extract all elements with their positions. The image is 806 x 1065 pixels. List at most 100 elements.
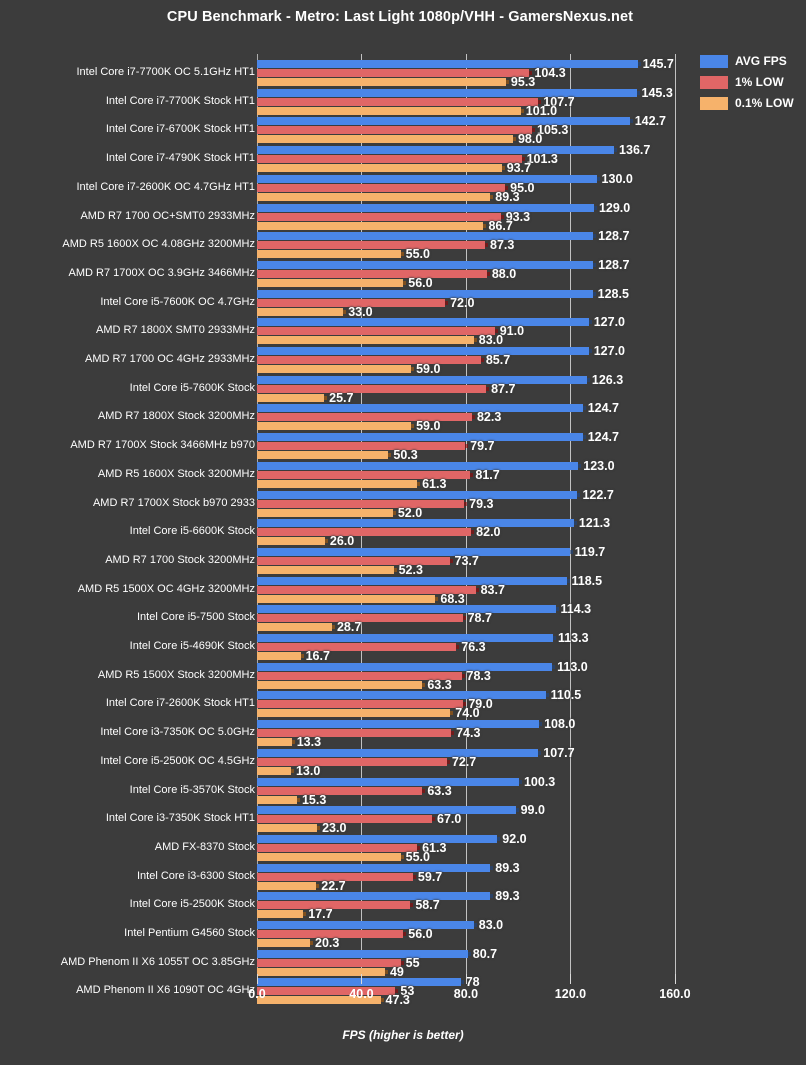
category-label: AMD R5 1600X Stock 3200MHz xyxy=(97,467,255,480)
value-label-avg: 119.7 xyxy=(574,544,606,559)
bar-low01 xyxy=(257,135,516,144)
value-label-low1: 105.3 xyxy=(537,123,569,138)
chart-row: Intel Core i5-7600K Stock 126.3 87.7 25.7 xyxy=(0,373,806,405)
bar-end-marker-icon xyxy=(384,969,388,974)
bar-end-marker-icon xyxy=(545,693,549,698)
bar-end-marker-icon xyxy=(422,682,426,687)
value-label-avg: 127.0 xyxy=(593,344,625,358)
category-label: AMD R7 1700X Stock 3466MHz b970 xyxy=(70,439,255,452)
bar-avg xyxy=(257,978,464,987)
bar-end-marker-icon xyxy=(303,912,307,917)
bar-low1 xyxy=(257,987,399,996)
bar-low1 xyxy=(257,442,469,451)
bar-low01 xyxy=(257,824,321,833)
chart-row: Intel Core i3-6300 Stock 89.3 59.7 22.7 xyxy=(0,861,806,893)
value-label-low01: 33.0 xyxy=(348,304,373,319)
bar-end-marker-icon xyxy=(388,453,392,458)
value-label-low1: 72.7 xyxy=(451,754,477,769)
value-label-avg: 145.3 xyxy=(641,85,673,100)
bar-end-marker-icon xyxy=(593,205,597,210)
bar-end-marker-icon xyxy=(324,395,328,400)
bar-low01 xyxy=(257,537,328,546)
legend-item[interactable]: 0.1% LOW xyxy=(700,96,794,110)
category-label: Intel Core i5-6600K Stock xyxy=(129,525,255,538)
bar-avg xyxy=(257,863,494,872)
bar-avg xyxy=(257,117,633,126)
bar-low01 xyxy=(257,336,477,345)
bar-low01 xyxy=(257,278,407,287)
value-label-low01: 59.0 xyxy=(416,362,441,376)
bar-end-marker-icon xyxy=(490,194,494,199)
value-label-low01: 52.0 xyxy=(397,505,423,520)
bar-end-marker-icon xyxy=(471,415,475,420)
chart-row: AMD R7 1700X Stock 3466MHz b970 124.7 79.7… xyxy=(0,430,806,462)
bar-end-marker-icon xyxy=(435,596,439,601)
value-label-low01: 95.3 xyxy=(510,75,536,89)
bar-low1 xyxy=(257,413,475,422)
bar-avg xyxy=(257,576,570,585)
bar-end-marker-icon xyxy=(324,539,328,544)
value-label-avg: 124.7 xyxy=(587,401,619,416)
value-label-low01: 86.7 xyxy=(488,218,513,233)
bar-end-marker-icon xyxy=(555,607,559,612)
bar-low01 xyxy=(257,78,509,86)
category-label: Intel Pentium G4560 Stock xyxy=(124,927,255,939)
chart-row: Intel Core i5-7600K OC 4.7GHz 128.5 72.0 33… xyxy=(0,287,806,319)
value-label-low1: 78.7 xyxy=(467,611,492,626)
value-label-low1: 88.0 xyxy=(491,266,517,281)
bar-low01 xyxy=(257,738,295,747)
chart-row: Intel Core i7-7700K Stock HT1 145.3 107.7 1… xyxy=(0,85,806,118)
bar-low01 xyxy=(257,967,388,976)
bar-low01 xyxy=(257,795,300,804)
x-axis: 0.0 40.0 80.0 120.0 160.0 xyxy=(0,974,806,1024)
value-label-low01: 16.7 xyxy=(305,649,330,663)
bar-end-marker-icon xyxy=(343,309,347,314)
bar-end-marker-icon xyxy=(505,185,509,190)
category-label: AMD R7 1700 OC 4GHz 2933MHz xyxy=(85,353,255,365)
value-label-low1: 95.0 xyxy=(510,180,535,195)
bar-avg xyxy=(257,547,573,556)
bar-low1 xyxy=(257,241,489,250)
value-label-avg: 110.5 xyxy=(550,688,582,703)
bar-end-marker-icon xyxy=(566,578,570,583)
bar-end-marker-icon xyxy=(432,817,435,822)
bar-low1 xyxy=(257,269,490,278)
bar-low01 xyxy=(257,709,454,718)
category-label: Intel Core i5-2500K OC 4.5GHz xyxy=(100,754,255,767)
bar-end-marker-icon xyxy=(582,406,586,411)
bar-low1 xyxy=(257,384,490,393)
bar-end-marker-icon xyxy=(473,338,477,343)
value-label-low1: 72.0 xyxy=(450,295,475,310)
bar-end-marker-icon xyxy=(411,367,415,371)
legend-item[interactable]: AVG FPS xyxy=(700,54,794,68)
value-label-low01: 63.3 xyxy=(427,677,452,692)
bar-avg xyxy=(257,289,596,298)
legend-item[interactable]: 1% LOW xyxy=(700,75,794,89)
value-label-avg: 99.0 xyxy=(520,803,545,818)
bar-end-marker-icon xyxy=(400,252,404,257)
bar-avg xyxy=(257,174,600,183)
value-label-low1: 78.3 xyxy=(466,668,491,683)
bar-low01 xyxy=(257,164,505,173)
bar-low1 xyxy=(257,901,414,910)
bar-avg xyxy=(257,60,641,68)
bar-end-marker-icon xyxy=(475,587,479,592)
bar-low1 xyxy=(257,872,416,881)
bar-end-marker-icon xyxy=(417,481,421,486)
bar-low01 xyxy=(257,996,384,1005)
bar-end-marker-icon xyxy=(629,119,633,124)
value-label-low01: 52.3 xyxy=(398,562,423,577)
bar-end-marker-icon xyxy=(380,998,384,1003)
value-label-low1: 59.7 xyxy=(417,869,443,884)
bar-end-marker-icon xyxy=(395,989,399,994)
value-label-low01: 98.0 xyxy=(517,132,543,147)
category-label: Intel Core i7-2600K Stock HT1 xyxy=(105,697,255,710)
bar-end-marker-icon xyxy=(569,549,573,554)
bar-low1 xyxy=(257,556,453,565)
bar-avg xyxy=(257,404,586,413)
x-axis-title: FPS (higher is better) xyxy=(342,1028,464,1042)
value-label-low1: 87.7 xyxy=(491,381,516,396)
value-label-avg: 83.0 xyxy=(478,918,504,932)
value-label-avg: 145.7 xyxy=(642,57,674,71)
